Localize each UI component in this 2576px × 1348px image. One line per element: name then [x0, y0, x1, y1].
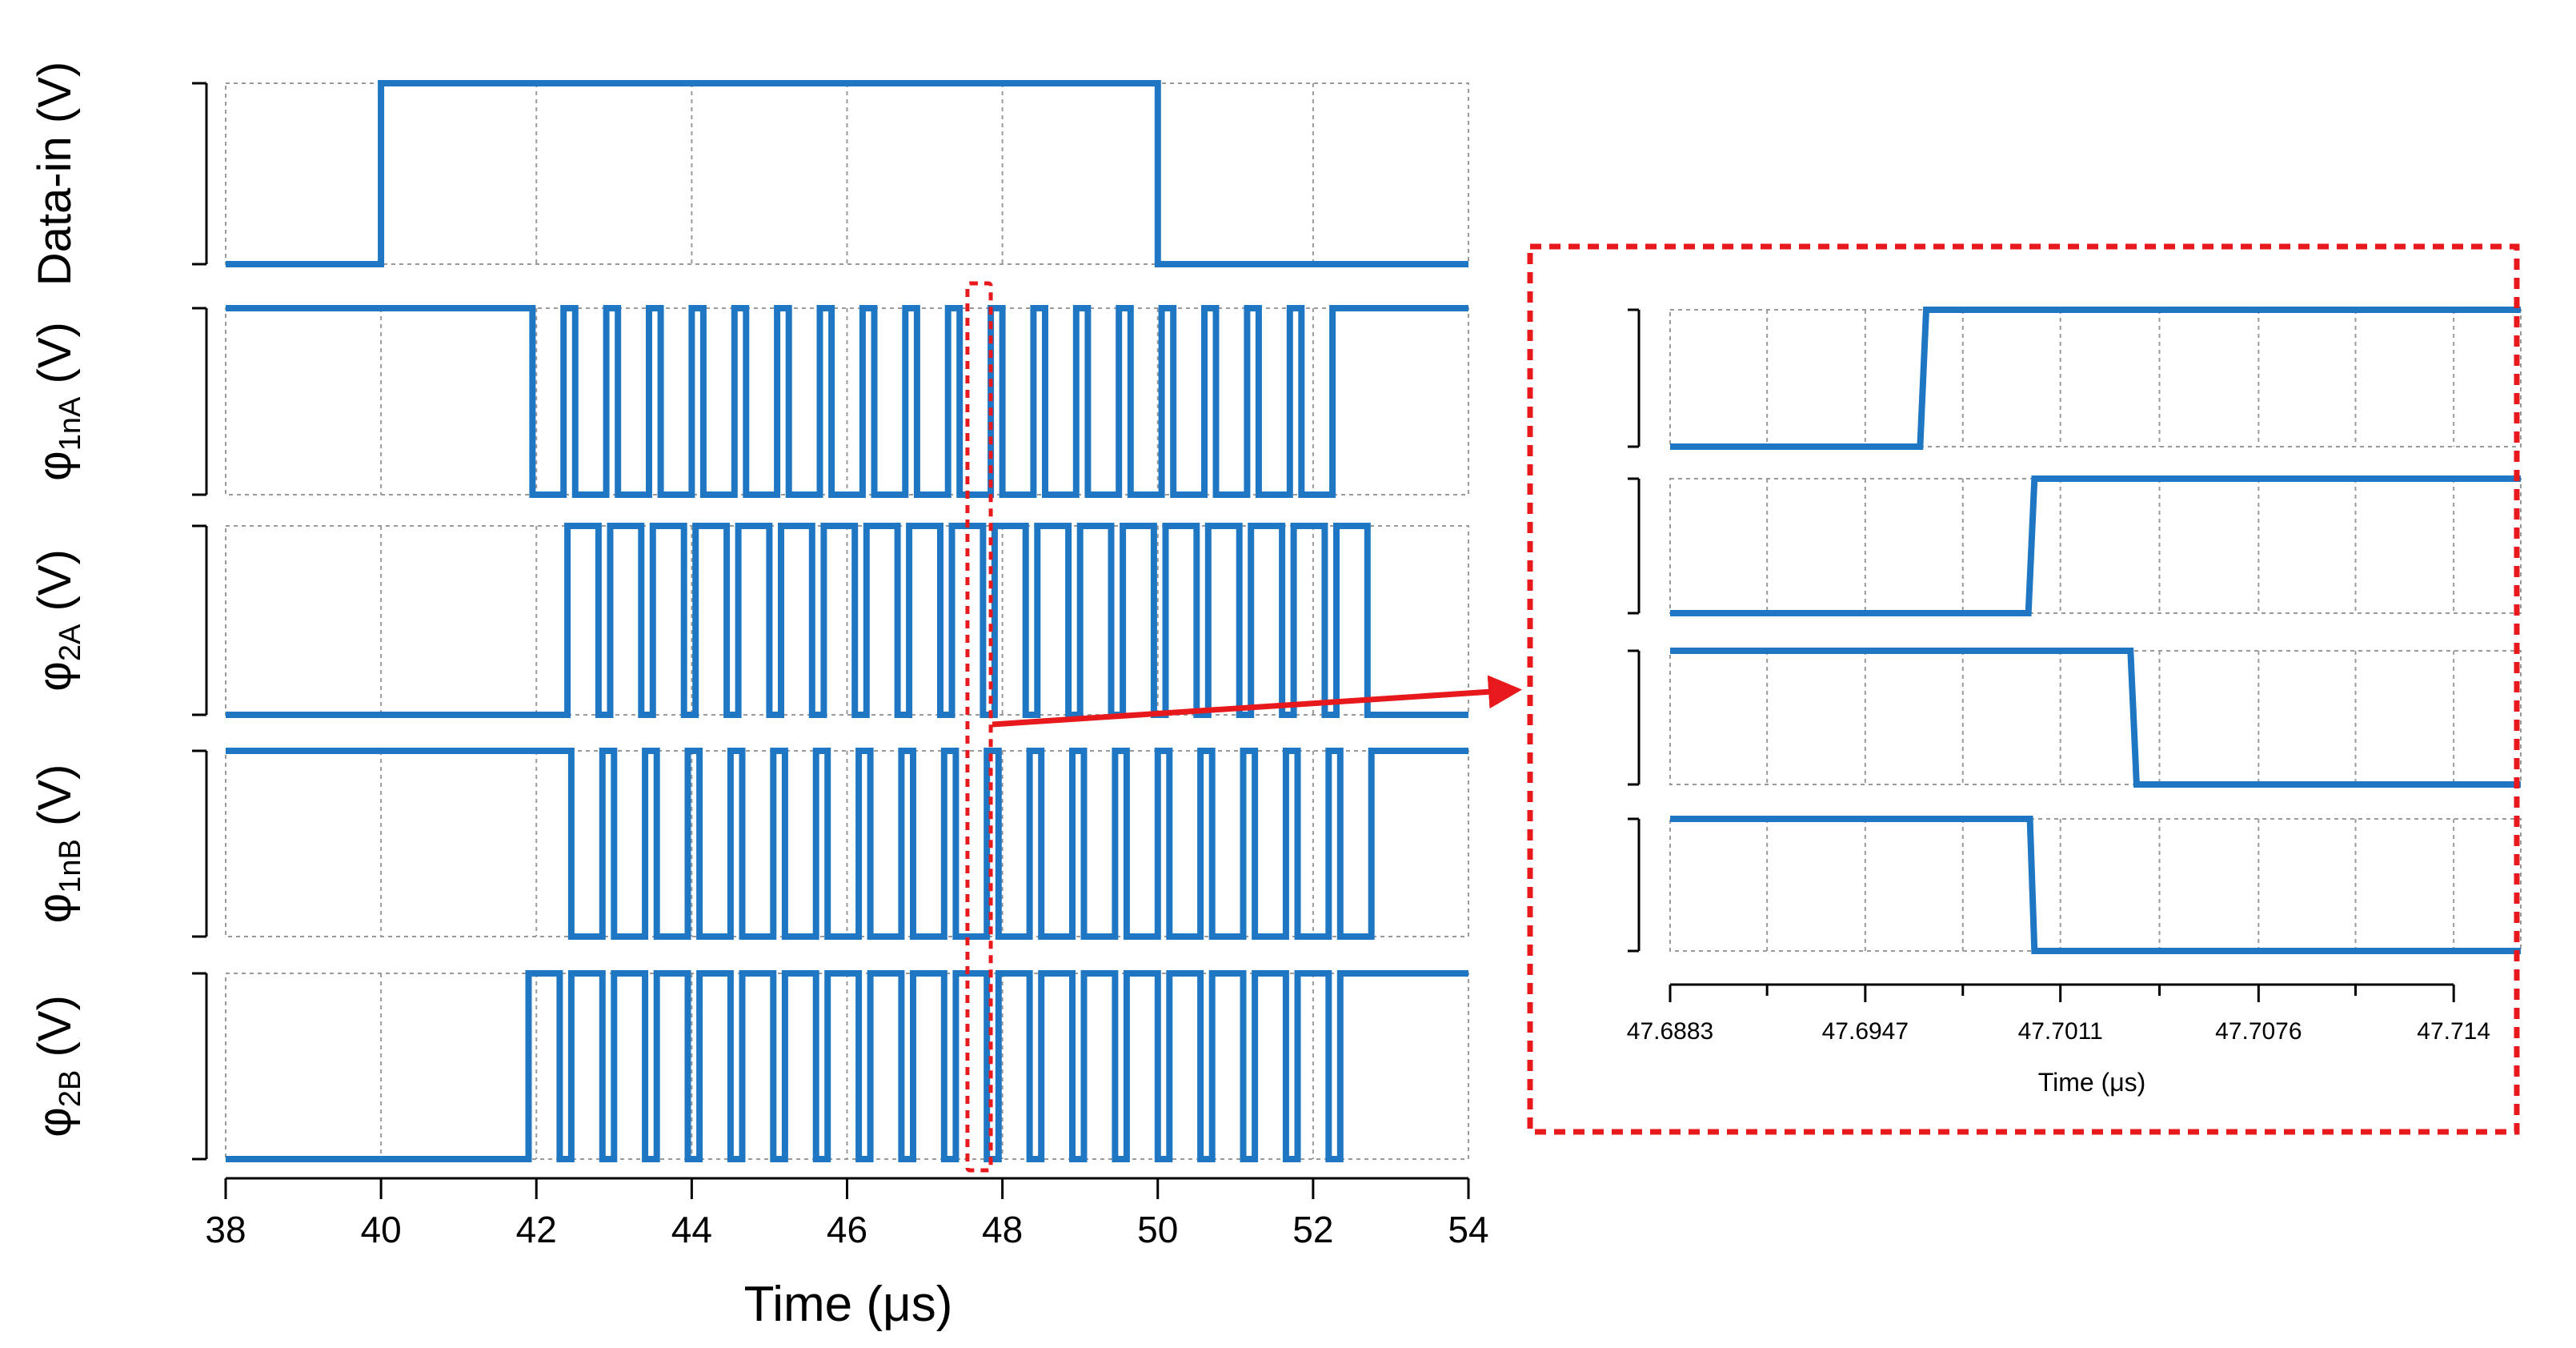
main-panel-4: φ1nB (V) [29, 748, 1469, 940]
plot-frame [225, 82, 1469, 265]
x-tick-label: 42 [516, 1209, 557, 1250]
plot-frame [1669, 650, 2522, 785]
main-x-axis: 38 40 42 44 46 48 50 52 54 Time (μs) [205, 1177, 1489, 1332]
x-tick-label: 40 [361, 1209, 402, 1250]
x-tick-label: 47.7011 [2018, 1018, 2103, 1045]
zoom-panel-4 [1628, 816, 2522, 954]
x-tick-label: 46 [827, 1209, 867, 1250]
x-tick-label: 47.6883 [1627, 1018, 1713, 1045]
ylabel-unit: (V) [29, 322, 81, 396]
ylabel-subscript: 2B [54, 1070, 87, 1107]
main-panel-1: Data-in (V) [29, 62, 1469, 286]
zoom-inset-box [1527, 243, 2520, 1135]
ylabel-symbol: φ [29, 893, 81, 924]
main-panel-3: φ2A (V) [29, 523, 1469, 718]
main-timing-chart: Data-in (V)φ1nA (V)φ2A (V)φ1nB (V)φ2B (V… [29, 62, 1489, 1332]
x-axis-title: Time (μs) [2038, 1068, 2146, 1097]
y-axis-label: φ2A (V) [29, 549, 87, 692]
zoom-callout-arrow [992, 675, 1522, 728]
y-axis-label: Data-in (V) [29, 62, 81, 286]
ylabel-symbol: φ [29, 1107, 81, 1137]
x-tick-label: 50 [1137, 1209, 1178, 1250]
ylabel-symbol: φ [29, 451, 81, 481]
ylabel-unit: (V) [29, 549, 81, 624]
highlight-window-box [965, 281, 993, 1173]
ylabel-subscript: 1nA [54, 396, 87, 451]
waveform-φ1nA [226, 305, 1468, 498]
x-axis-title: Time (μs) [744, 1277, 953, 1332]
waveform-Data-in [226, 80, 1468, 267]
x-tick-label: 52 [1292, 1209, 1333, 1250]
x-tick-label: 47.6947 [1822, 1018, 1909, 1045]
zoom-waveform-φ1nA [1670, 307, 2521, 450]
zoom-panel-3 [1628, 648, 2522, 788]
zoom-waveform-φ2A [1670, 475, 2521, 616]
plot-frame [1669, 309, 2522, 447]
x-tick-label: 47.7076 [2215, 1018, 2302, 1045]
main-panel-5: φ2B (V) [29, 970, 1469, 1162]
ylabel-subscript: 1nB [54, 839, 87, 893]
waveform-φ1nB [226, 748, 1468, 940]
zoom-waveform-φ1nB [1670, 648, 2521, 788]
plot-frame [1669, 478, 2522, 614]
x-tick-label: 44 [671, 1209, 712, 1250]
zoom-panel-1 [1628, 307, 2522, 450]
y-axis-label: φ2B (V) [29, 995, 87, 1137]
main-panel-2: φ1nA (V) [29, 305, 1469, 498]
ylabel-unit: (V) [29, 764, 81, 839]
x-tick-label: 47.714 [2417, 1018, 2490, 1045]
y-axis-label: φ1nA (V) [29, 322, 87, 481]
x-tick-label: 54 [1448, 1209, 1488, 1250]
ylabel-symbol: φ [29, 661, 81, 692]
x-tick-label: 48 [982, 1209, 1023, 1250]
ylabel-subscript: 2A [54, 624, 87, 661]
zoom-panel-2 [1628, 475, 2522, 616]
x-tick-label: 38 [205, 1209, 246, 1250]
y-axis-label: φ1nB (V) [29, 764, 87, 924]
waveform-φ2B [226, 970, 1468, 1162]
plot-frame [1669, 818, 2522, 952]
plot-frame [225, 525, 1469, 716]
zoom-waveform-φ2B [1670, 816, 2521, 954]
zoom-inset-chart: 47.6883 47.6947 47.7011 47.7076 47.714 Time (… [1627, 307, 2522, 1097]
ylabel-unit: (V) [29, 995, 81, 1069]
highlight-overlay [965, 243, 2520, 1173]
zoom-x-axis: 47.6883 47.6947 47.7011 47.7076 47.714 Time (… [1627, 983, 2490, 1097]
